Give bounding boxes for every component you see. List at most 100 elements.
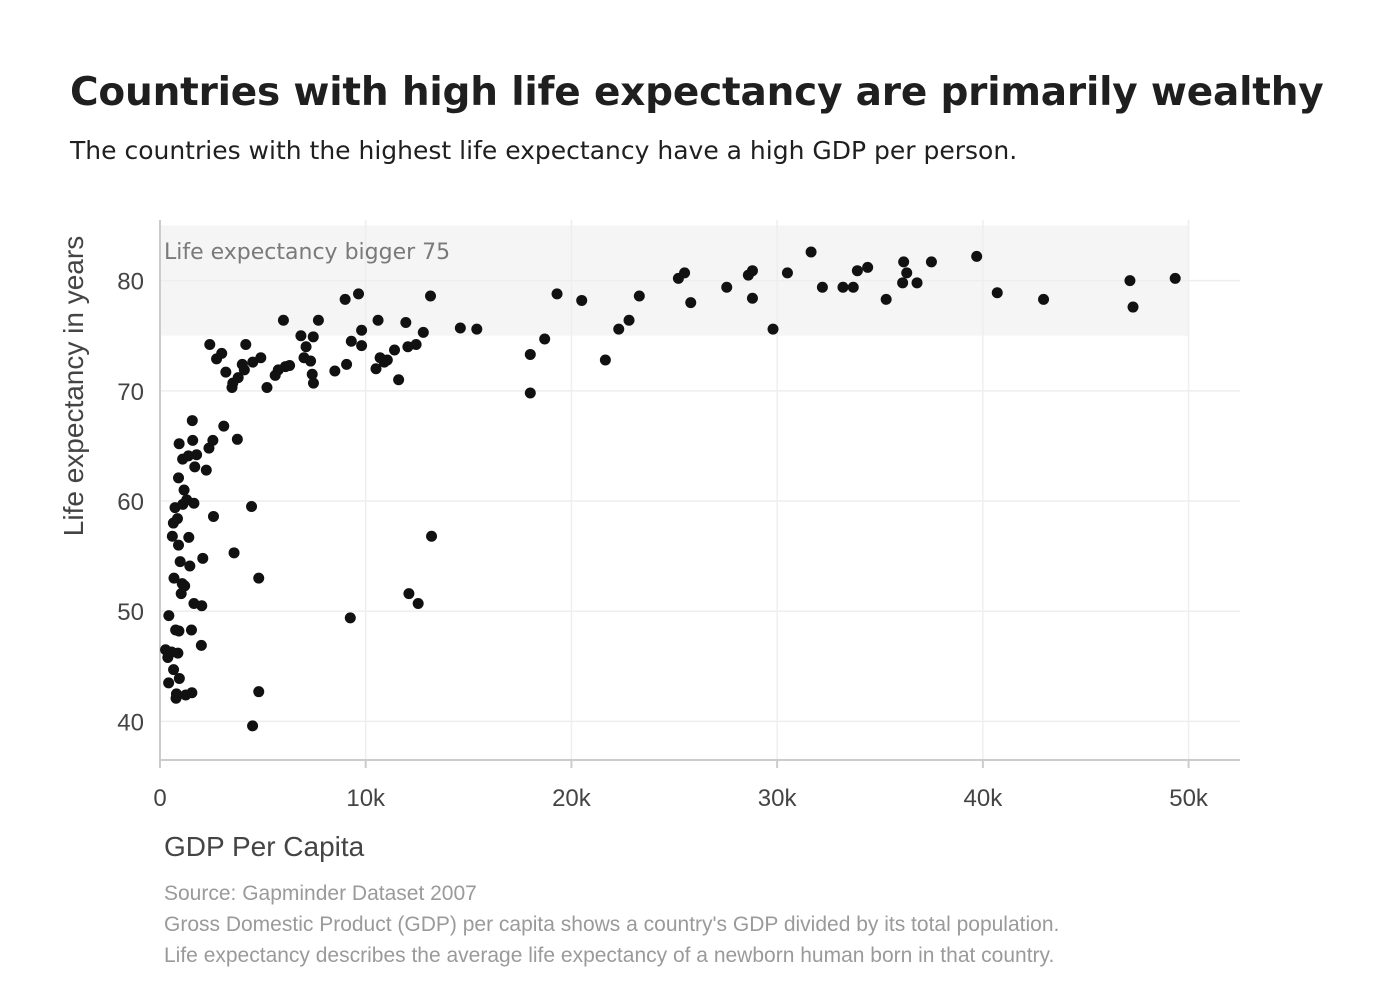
- data-point: [633, 290, 645, 302]
- data-point: [183, 531, 195, 543]
- x-tick-label: 10k: [346, 785, 386, 812]
- data-point: [307, 377, 319, 389]
- data-point: [191, 449, 203, 461]
- y-tick-label: 50: [117, 599, 144, 626]
- x-tick-label: 0: [153, 785, 166, 812]
- data-point: [231, 433, 243, 445]
- y-tick-label: 60: [117, 489, 144, 516]
- data-point: [911, 277, 923, 289]
- data-point: [179, 580, 191, 592]
- data-point: [816, 281, 828, 293]
- data-point: [163, 610, 175, 622]
- tick-label-layer: 0 10k 20k 30k 40k 50k 40 50 60 70 80: [117, 269, 1209, 812]
- data-point: [173, 539, 185, 551]
- data-point: [300, 341, 312, 353]
- data-point: [400, 316, 412, 328]
- data-point: [805, 246, 817, 258]
- data-point: [576, 294, 588, 306]
- data-point: [312, 314, 324, 326]
- data-point: [685, 297, 697, 309]
- data-point: [172, 647, 184, 659]
- y-tick-label: 40: [117, 709, 144, 736]
- data-point: [173, 438, 185, 450]
- data-point: [253, 572, 265, 584]
- data-point: [247, 720, 259, 732]
- highlight-band-label: Life expectancy bigger 75: [164, 240, 450, 265]
- axis-layer: [159, 220, 1240, 768]
- data-point: [837, 281, 849, 293]
- data-point: [851, 265, 863, 277]
- data-point: [200, 464, 212, 476]
- data-point: [746, 265, 758, 277]
- data-point: [721, 281, 733, 293]
- data-point: [232, 372, 244, 384]
- data-point: [925, 256, 937, 268]
- data-point: [173, 672, 185, 684]
- x-tick-label: 40k: [964, 785, 1004, 812]
- data-point: [306, 368, 318, 380]
- data-point: [356, 340, 368, 352]
- data-point: [356, 324, 368, 336]
- data-point: [196, 600, 208, 612]
- data-point: [454, 322, 466, 334]
- data-point: [188, 497, 200, 509]
- data-point: [246, 501, 258, 513]
- data-point: [170, 688, 182, 700]
- data-point: [613, 323, 625, 335]
- data-point: [173, 472, 185, 484]
- data-points-layer: [160, 246, 1181, 732]
- data-point: [261, 382, 273, 394]
- data-point: [426, 530, 438, 542]
- data-point: [393, 374, 405, 386]
- data-point: [189, 461, 201, 473]
- data-point: [880, 293, 892, 305]
- data-point: [897, 277, 909, 289]
- data-point: [186, 415, 198, 427]
- data-point: [184, 560, 196, 572]
- data-point: [353, 288, 365, 300]
- data-point: [389, 344, 401, 356]
- data-point: [277, 314, 289, 326]
- data-point: [781, 267, 793, 279]
- data-point: [345, 335, 357, 347]
- data-point: [173, 625, 185, 637]
- data-point: [220, 366, 232, 378]
- data-point: [207, 434, 219, 446]
- data-point: [679, 267, 691, 279]
- chart-subtitle: The countries with the highest life expe…: [70, 136, 1018, 165]
- x-tick-label: 20k: [552, 785, 592, 812]
- data-point: [163, 677, 175, 689]
- x-tick-label: 50k: [1169, 785, 1209, 812]
- gdp-definition-note: Gross Domestic Product (GDP) per capita …: [164, 913, 1060, 936]
- data-point: [901, 267, 913, 279]
- data-point: [240, 339, 252, 351]
- data-point: [370, 363, 382, 375]
- data-point: [1127, 301, 1139, 313]
- data-point: [381, 354, 393, 366]
- data-point: [178, 484, 190, 496]
- data-point: [218, 420, 230, 432]
- data-point: [255, 352, 267, 364]
- data-point: [195, 639, 207, 651]
- data-point: [425, 290, 437, 302]
- data-point: [344, 612, 356, 624]
- data-point: [207, 510, 219, 522]
- data-point: [182, 450, 194, 462]
- source-note: Source: Gapminder Dataset 2007: [164, 882, 477, 905]
- data-point: [247, 356, 259, 368]
- data-point: [168, 664, 180, 676]
- y-axis-title: Life expectancy in years: [58, 236, 89, 536]
- data-point: [372, 314, 384, 326]
- data-point: [1124, 275, 1136, 287]
- data-point: [971, 250, 983, 262]
- data-point: [197, 552, 209, 564]
- data-point: [471, 323, 483, 335]
- data-point: [295, 330, 307, 342]
- data-point: [166, 530, 178, 542]
- x-axis-title: GDP Per Capita: [164, 831, 365, 862]
- y-tick-label: 70: [117, 379, 144, 406]
- x-tick-label: 30k: [758, 785, 798, 812]
- data-point: [539, 333, 551, 345]
- chart-title: Countries with high life expectancy are …: [70, 70, 1324, 115]
- data-point: [1169, 272, 1181, 284]
